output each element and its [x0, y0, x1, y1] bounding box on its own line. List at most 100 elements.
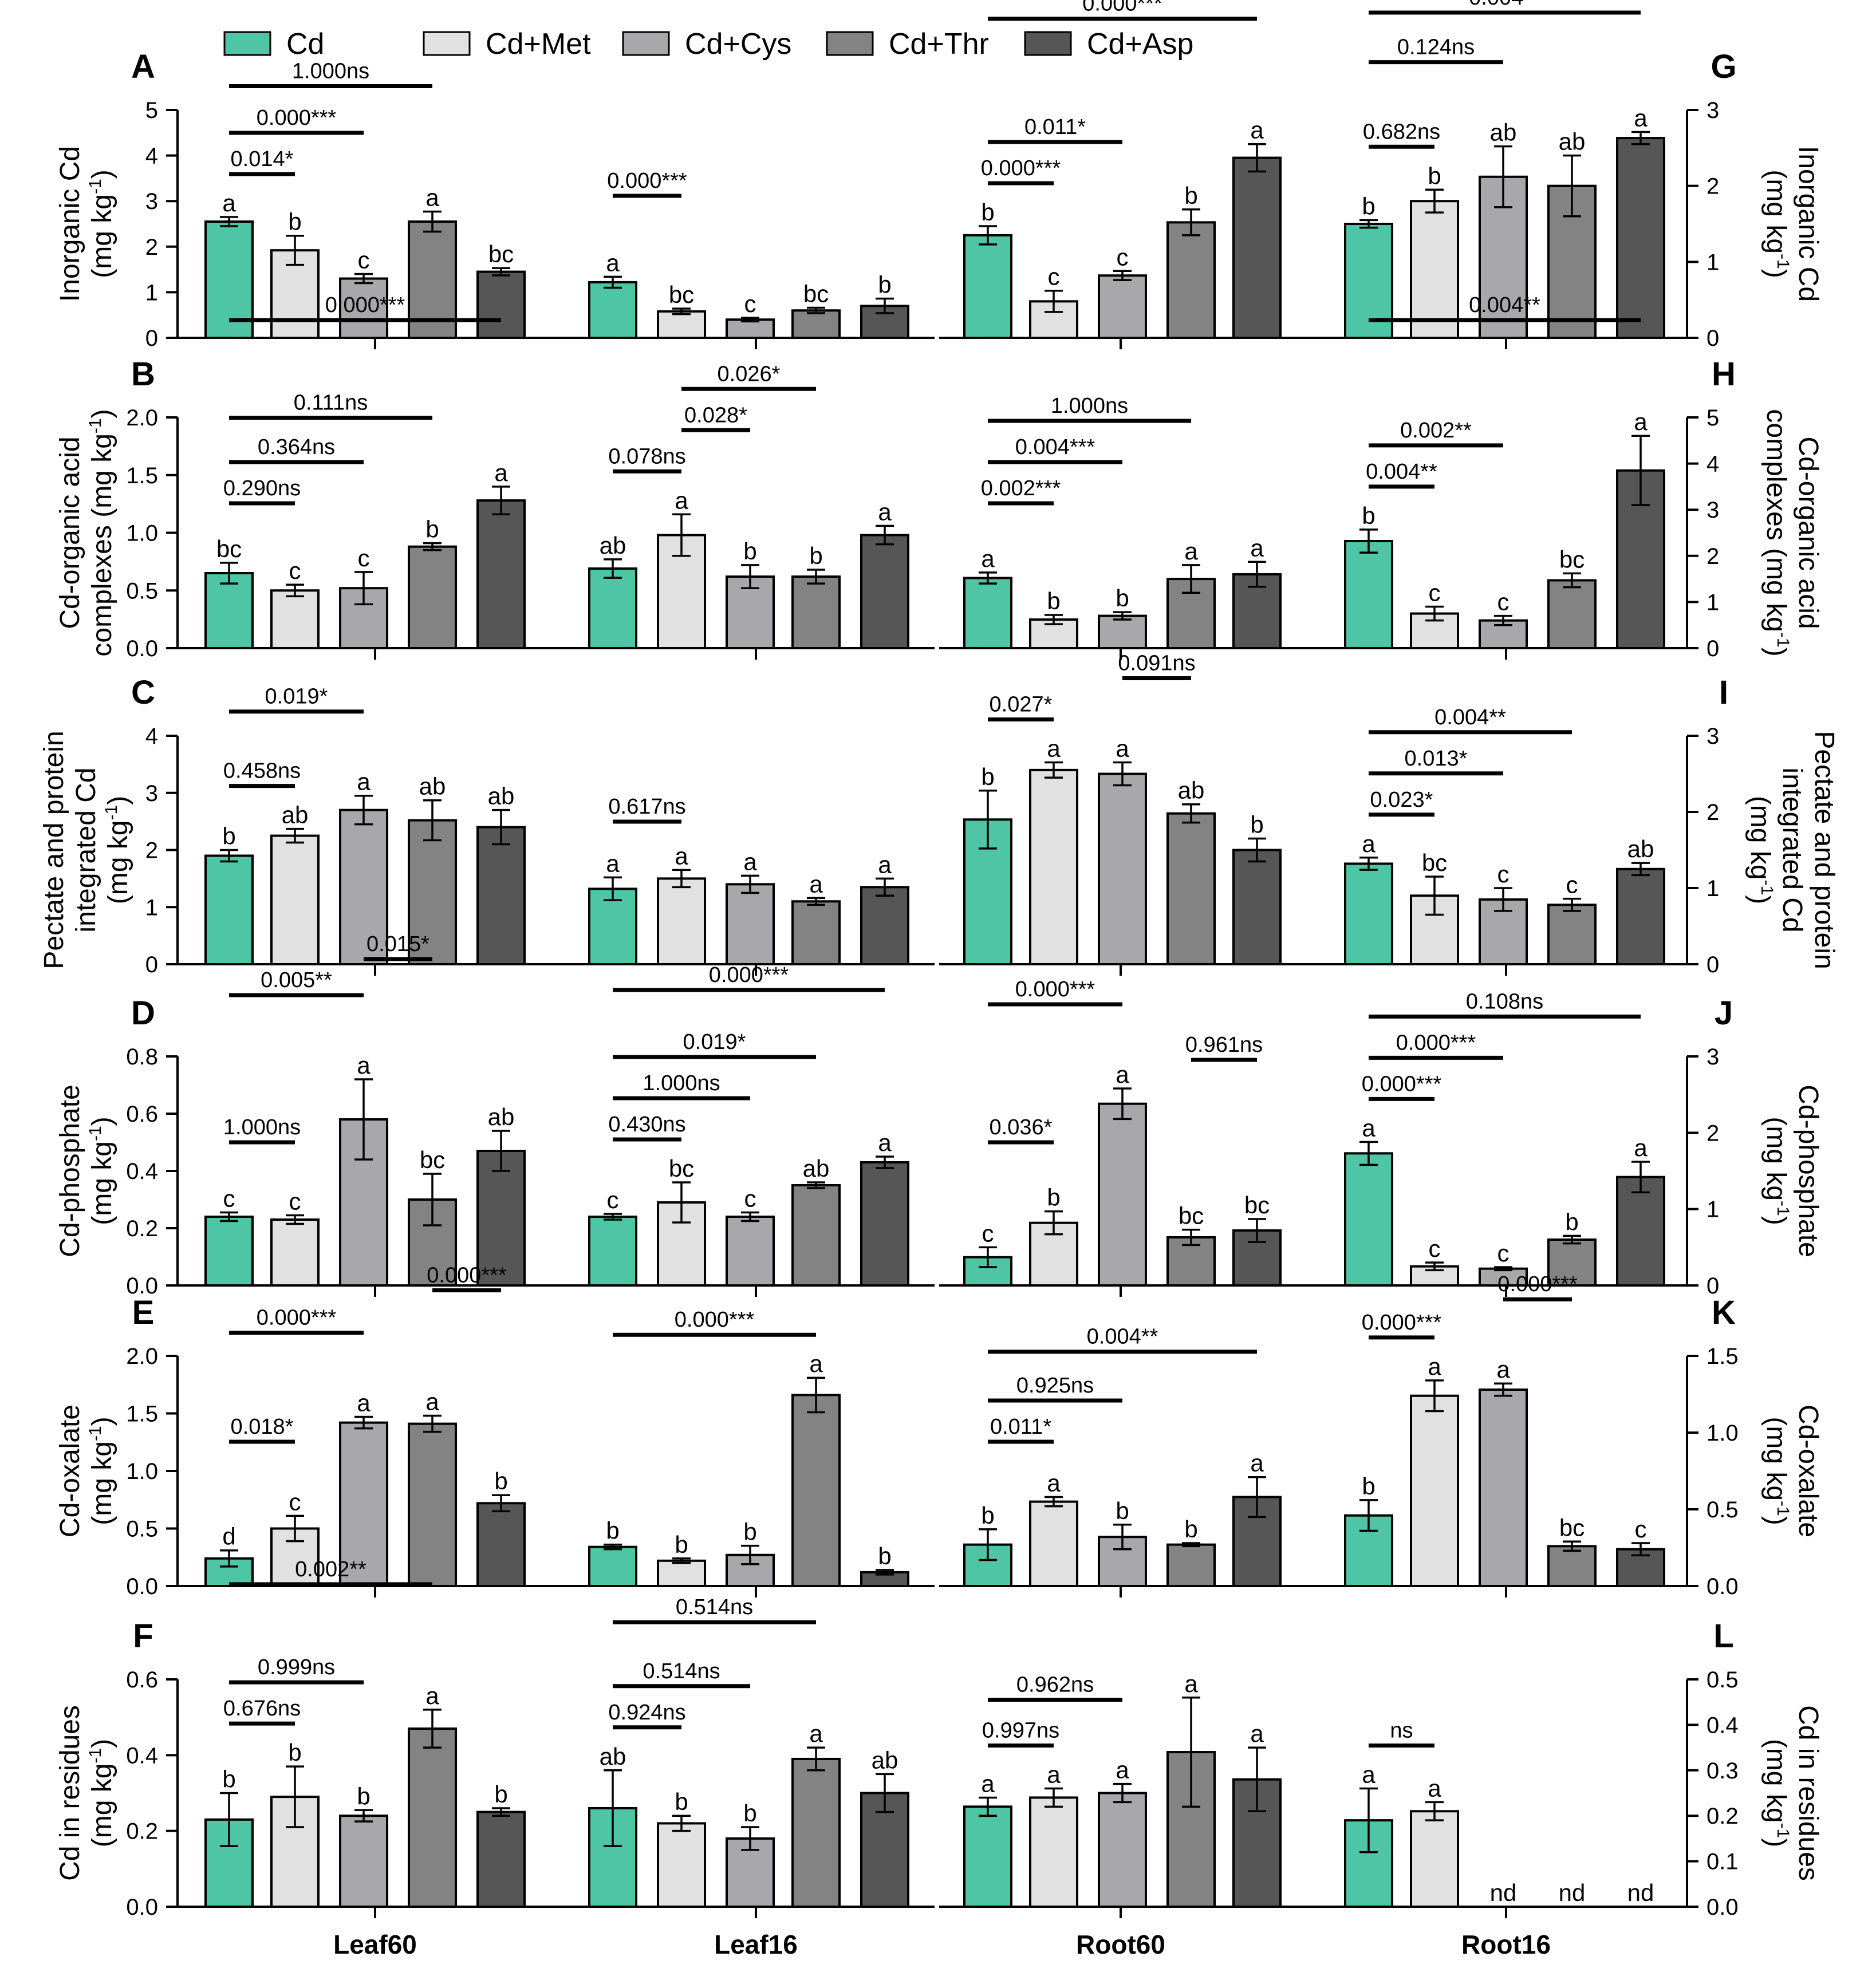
y-axis-title: Cd-phosphate(mg kg-1​): [1761, 1084, 1823, 1257]
comparison-0-004: 0.004***: [988, 435, 1122, 464]
significance-letter: b: [606, 1517, 619, 1544]
significance-letter: c: [358, 247, 370, 274]
y-axis-title-line: Cd-oxalate: [1793, 1405, 1823, 1537]
comparison-0-999ns: 0.999ns: [229, 1655, 364, 1685]
panel-letter: E: [132, 1294, 155, 1331]
significance-letter: b: [357, 1782, 370, 1809]
significance-letter: a: [1184, 1670, 1198, 1697]
significance-letter: c: [1117, 243, 1129, 270]
comparison-0-011: 0.011*: [988, 1415, 1054, 1444]
significance-letter: a: [809, 1720, 823, 1747]
bar-cd-thr-leaf16: [791, 309, 841, 339]
y-axis-title-line: (mg kg-1​): [1761, 1739, 1792, 1847]
significance-letter: a: [1250, 1720, 1264, 1747]
comparison-0-000: 0.000***: [229, 106, 364, 135]
p-value-label: 0.004**: [1087, 1325, 1158, 1349]
bar-cd-thr-root60: [1166, 812, 1216, 966]
y-axis-title-line: Cd in residues: [55, 1705, 85, 1881]
significance-letter: a: [981, 545, 995, 572]
bar-cd-root16: [1344, 1152, 1393, 1287]
category-label-root60: Root60: [1076, 1930, 1165, 1959]
comparison-0-014: 0.014*: [229, 147, 295, 176]
significance-letter: b: [425, 516, 439, 543]
y-tick-label: 0: [1706, 326, 1719, 351]
panel-letter: C: [131, 674, 155, 711]
y-axis-title: Pectate and proteinintegrated Cd(mg kg-1…: [1745, 731, 1839, 969]
p-value-label: 0.000***: [257, 106, 337, 130]
p-value-label: 0.004***: [1015, 435, 1095, 459]
comparison-0-026: 0.026*: [681, 362, 816, 391]
bar-cd-leaf16: [588, 567, 637, 650]
significance-letter: a: [1250, 534, 1264, 561]
y-axis-title: Cd in residues(mg kg-1​): [1761, 1705, 1823, 1881]
panel-k: K 0.0 0.5 1.0 1.5 Cd-oxalate(mg kg-1​) b b a a b a b…: [939, 1272, 1823, 1599]
p-value-label: 0.000***: [1082, 0, 1162, 16]
comparison-0-000: 0.000***: [1362, 1072, 1441, 1101]
significance-letter: a: [675, 487, 688, 514]
y-axis-title-line: (mg kg-1​): [1761, 1417, 1792, 1525]
comparison-0-002: 0.002***: [981, 476, 1061, 506]
bar-cd-leaf60: [204, 1216, 254, 1287]
bar-cd-thr-leaf60: [408, 545, 457, 649]
bar-cd-leaf16: [588, 888, 637, 965]
y-tick-label: 2: [1706, 544, 1719, 569]
bar-cd-thr-leaf16: [791, 1394, 841, 1588]
comparison-1-000ns: 1.000ns: [988, 394, 1191, 423]
p-value-label: 0.000***: [1396, 1031, 1476, 1055]
significance-letter: a: [425, 1389, 439, 1415]
y-tick-label: 1: [1706, 590, 1719, 615]
y-tick-label: 0: [1706, 952, 1719, 977]
legend-label: Cd+Asp: [1087, 27, 1193, 61]
significance-letter: b: [675, 1788, 688, 1815]
p-value-label: 1.000ns: [223, 1115, 301, 1139]
p-value-label: 0.000***: [981, 156, 1061, 180]
comparison-0-676ns: 0.676ns: [223, 1697, 301, 1726]
p-value-label: 0.078ns: [608, 444, 685, 468]
significance-letter: bc: [1179, 1202, 1204, 1229]
p-value-label: 0.000***: [675, 1308, 755, 1332]
comparison-0-019: 0.019*: [229, 685, 364, 714]
significance-letter: ab: [1178, 777, 1205, 804]
y-tick-label: 0.0: [1706, 1895, 1739, 1920]
significance-letter: c: [744, 1185, 756, 1212]
comparison-0-458ns: 0.458ns: [223, 759, 301, 788]
y-axis-title-line: Cd-organic acid: [55, 436, 85, 629]
legend-label: Cd+Cys: [685, 27, 791, 61]
bar-cd-asp-leaf16: [860, 1161, 909, 1287]
p-value-label: 0.000***: [709, 963, 789, 987]
significance-letter: c: [1497, 861, 1510, 888]
bar-cd-met-root16: [1410, 200, 1459, 340]
comparison-0-019: 0.019*: [613, 1030, 816, 1059]
p-value-label: 0.290ns: [223, 476, 301, 500]
y-axis-title: Inorganic Cd(mg kg-1​): [1761, 146, 1823, 302]
comparison-0-682ns: 0.682ns: [1363, 120, 1440, 149]
y-axis-title: Pectate and proteinintegrated Cd(mg kg-1…: [39, 731, 133, 969]
significance-letter: a: [357, 1390, 371, 1417]
y-tick-label: 1.0: [126, 1459, 158, 1484]
panel-c: C 0 1 2 3 4 Pectate and proteinintegrated Cd(m…: [39, 674, 935, 977]
significance-letter: b: [743, 538, 756, 565]
comparison-0-000: 0.000***: [229, 1306, 364, 1335]
comparison-0-000: 0.000***: [988, 977, 1122, 1007]
y-axis-title: Cd in residues(mg kg-1​): [55, 1705, 117, 1881]
bar-cd-thr-root60: [1166, 1543, 1216, 1587]
significance-letter: bc: [669, 1155, 694, 1182]
bar-cd-met-leaf16: [657, 1559, 706, 1588]
nd-label: nd: [1559, 1879, 1586, 1906]
legend-swatch: [423, 31, 471, 56]
significance-letter: c: [744, 290, 756, 317]
significance-letter: c: [1497, 589, 1510, 616]
significance-letter: bc: [803, 280, 829, 307]
significance-letter: c: [1497, 1240, 1510, 1267]
comparison-0-004: 0.004**: [1366, 460, 1437, 489]
bar-cd-asp-root16: [1616, 867, 1665, 965]
comparison-0-430ns: 0.430ns: [608, 1113, 686, 1142]
p-value-label: 0.458ns: [223, 759, 301, 783]
comparison-0-000: 0.000***: [613, 1308, 816, 1337]
bar-cd-met-root60: [1029, 1500, 1078, 1588]
bar-cd-asp-leaf60: [476, 1150, 526, 1287]
significance-letter: bc: [1559, 546, 1585, 573]
significance-letter: a: [1184, 538, 1198, 565]
comparison-0-004: 0.004**: [1369, 293, 1641, 322]
